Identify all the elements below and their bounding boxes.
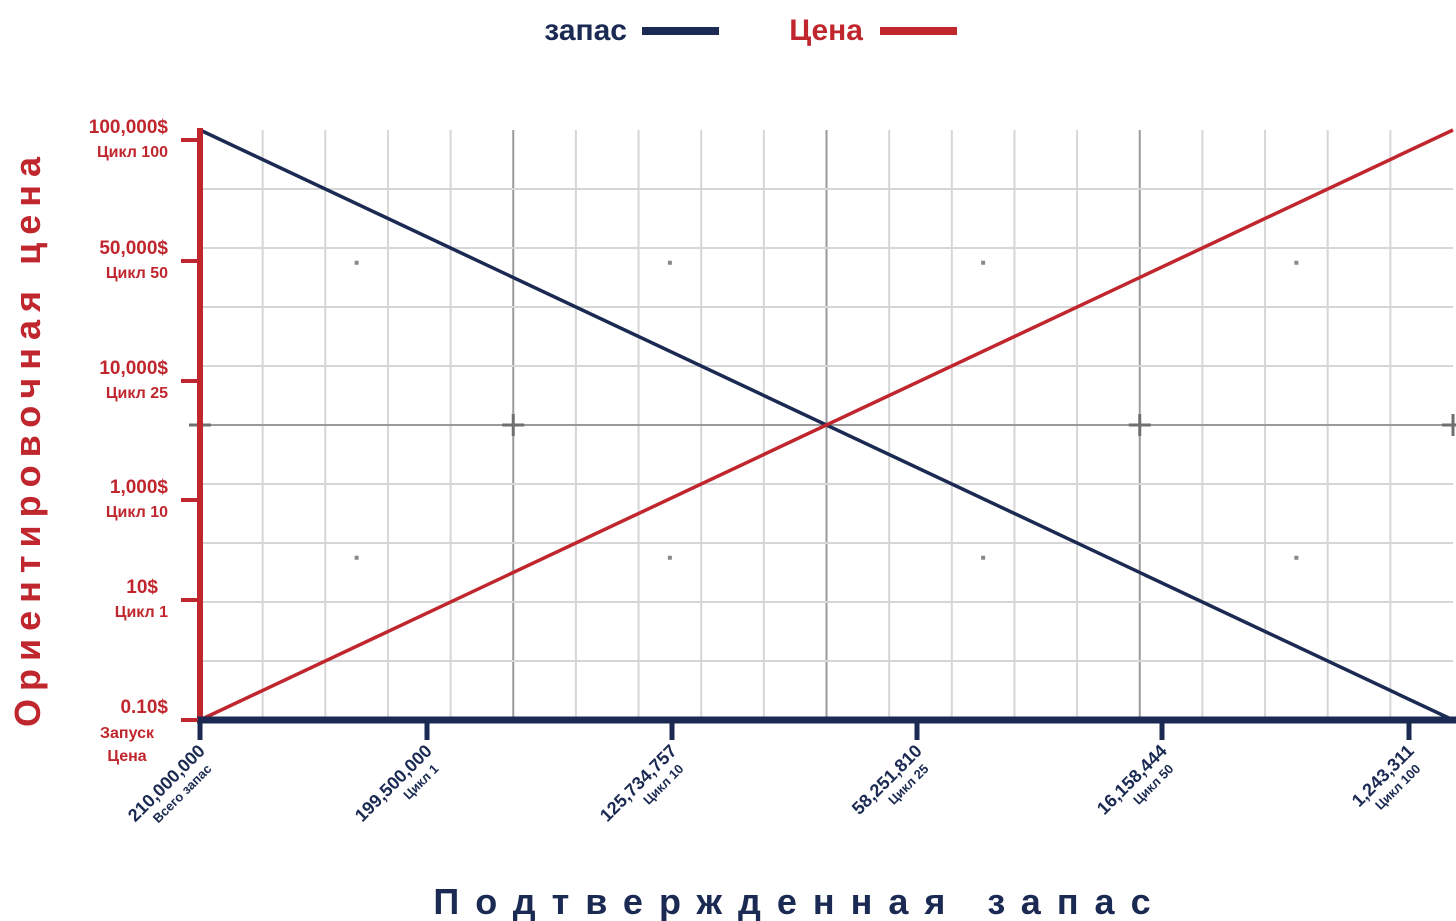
y-tick-sublabel: Запуск	[100, 725, 155, 742]
axes	[197, 128, 1456, 724]
grid-dot	[667, 260, 672, 265]
y-ticks: 0.10$ Запуск Цена 10$ Цикл 1 1,000$ Цикл 10 10,…	[89, 117, 198, 765]
x-axis-title: Подтвержденная запас	[433, 881, 1166, 921]
grid-dot	[1294, 260, 1299, 265]
grid-dot	[981, 555, 986, 560]
y-tick-sublabel: Цикл 50	[106, 265, 168, 282]
legend: запас Цена	[544, 14, 957, 47]
series-lines	[199, 128, 1454, 722]
grid-dot	[981, 260, 986, 265]
grid-dot	[667, 555, 672, 560]
legend-swatch-supply	[642, 27, 719, 35]
y-tick-label: 100,000$	[89, 117, 169, 138]
series-line-price	[199, 128, 1454, 722]
y-tick-label: 0.10$	[120, 697, 168, 718]
grid-dot	[354, 555, 359, 560]
legend-label-supply: запас	[544, 14, 627, 47]
y-tick-sublabel: Цикл 25	[106, 385, 168, 402]
legend-label-price: Цена	[789, 14, 863, 47]
grid-dot	[1294, 555, 1299, 560]
y-tick-sublabel: Цена	[107, 748, 146, 765]
y-tick-label: 10,000$	[99, 358, 168, 379]
y-tick-sublabel: Цикл 10	[106, 504, 168, 521]
y-axis-title: Ориентировочная цена	[7, 149, 48, 727]
y-tick-label: 10$	[126, 577, 158, 598]
grid	[189, 130, 1456, 720]
y-tick-sublabel: Цикл 100	[97, 144, 168, 161]
y-tick-sublabel: Цикл 1	[115, 604, 168, 621]
grid-dot	[354, 260, 359, 265]
y-tick-label: 1,000$	[110, 477, 169, 498]
legend-swatch-price	[880, 27, 957, 35]
y-tick-label: 50,000$	[99, 238, 168, 259]
